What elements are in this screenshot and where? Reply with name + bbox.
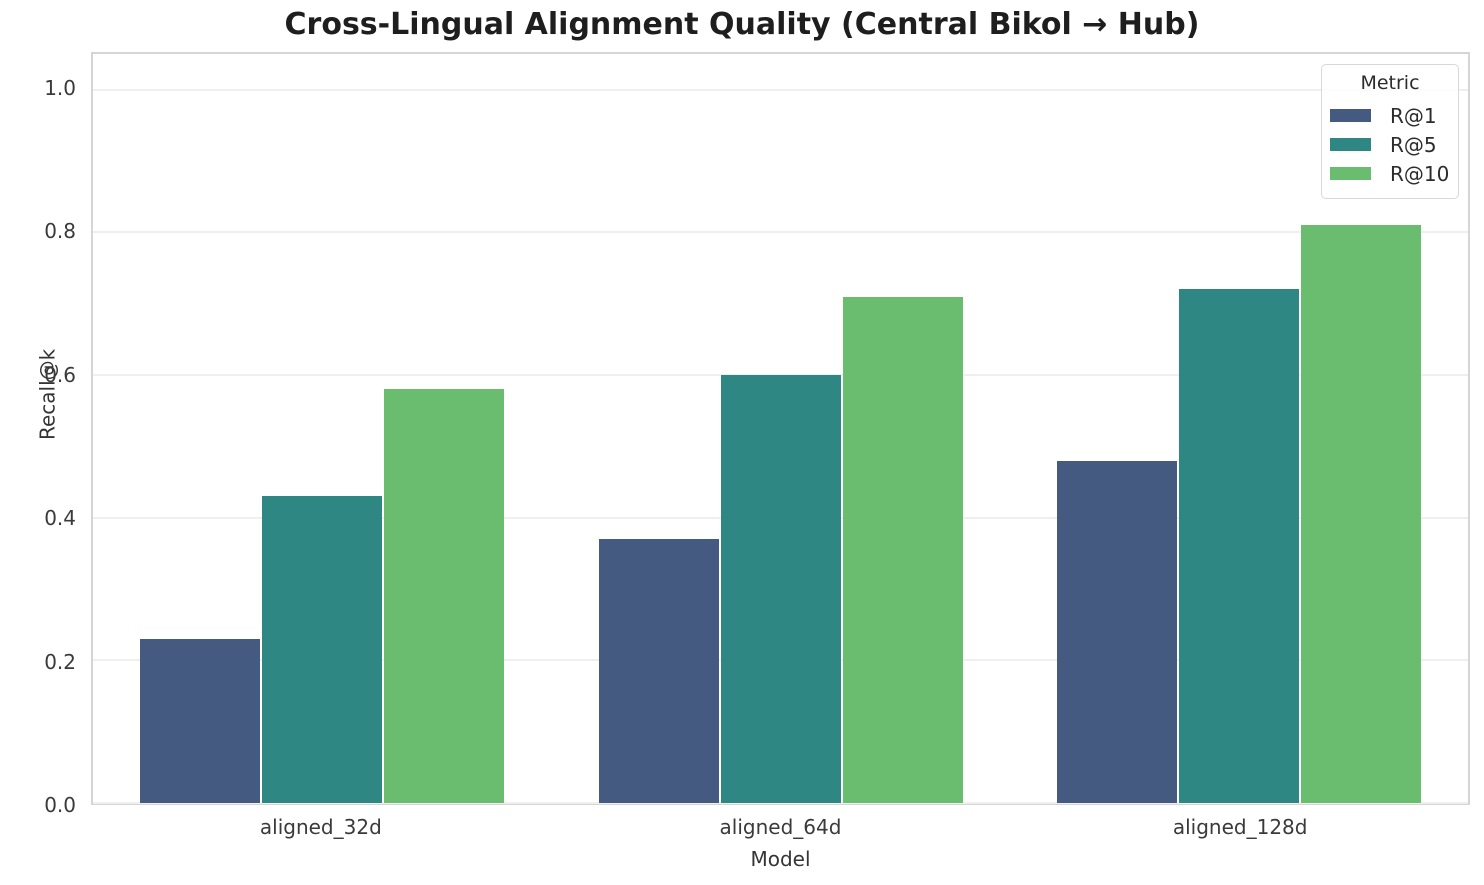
chart-title: Cross-Lingual Alignment Quality (Central…: [284, 7, 1200, 42]
legend-item-R5: R@5: [1330, 130, 1450, 159]
legend-item-label: R@1: [1390, 103, 1437, 128]
bar-R10-aligned_128d: [1300, 225, 1421, 803]
bar-R5-aligned_128d: [1178, 289, 1299, 803]
bar-group-aligned_128d: [1056, 54, 1421, 803]
y-tick-label: 0.0: [44, 793, 76, 817]
bar-R5-aligned_32d: [262, 496, 383, 803]
bar-R5-aligned_64d: [720, 375, 841, 803]
y-tick-label: 0.8: [44, 219, 76, 244]
bar-R10-aligned_64d: [842, 296, 963, 803]
legend-item-label: R@5: [1390, 132, 1437, 157]
bar-group-aligned_32d: [140, 54, 505, 803]
legend-item-label: R@10: [1390, 161, 1450, 186]
y-tick-label: 0.4: [44, 506, 76, 531]
y-tick-label: 0.2: [44, 649, 76, 674]
x-tick-label: aligned_128d: [1172, 815, 1308, 839]
legend-items: R@1 R@5 R@10: [1330, 101, 1450, 188]
gridline: [93, 231, 1468, 234]
x-tick-label: aligned_32d: [259, 815, 382, 839]
bar-R1-aligned_32d: [140, 638, 261, 803]
y-tick-label: 0.6: [44, 362, 76, 387]
bar-R1-aligned_128d: [1056, 460, 1177, 803]
legend-swatch: [1330, 138, 1371, 151]
legend: Metric R@1 R@5 R@10: [1321, 64, 1459, 199]
y-axis-ticks: 0.0 0.2 0.4 0.6 0.8 1.0: [0, 52, 76, 815]
bar-R10-aligned_32d: [384, 389, 505, 803]
legend-item-R10: R@10: [1330, 159, 1450, 188]
x-tick-label: aligned_64d: [719, 815, 842, 839]
x-axis-label: Model: [750, 847, 811, 871]
x-axis-ticks: aligned_32d aligned_64d aligned_128d: [91, 815, 1470, 841]
bar-R1-aligned_64d: [598, 539, 719, 803]
gridline: [93, 802, 1468, 804]
bar-group-aligned_64d: [598, 54, 963, 803]
plot-area: Metric R@1 R@5 R@10: [91, 52, 1470, 805]
legend-swatch: [1330, 167, 1371, 180]
y-tick-label: 1.0: [44, 75, 76, 100]
legend-swatch: [1330, 109, 1371, 122]
gridline: [93, 88, 1468, 91]
legend-title: Metric: [1360, 72, 1420, 94]
legend-item-R1: R@1: [1330, 101, 1450, 130]
